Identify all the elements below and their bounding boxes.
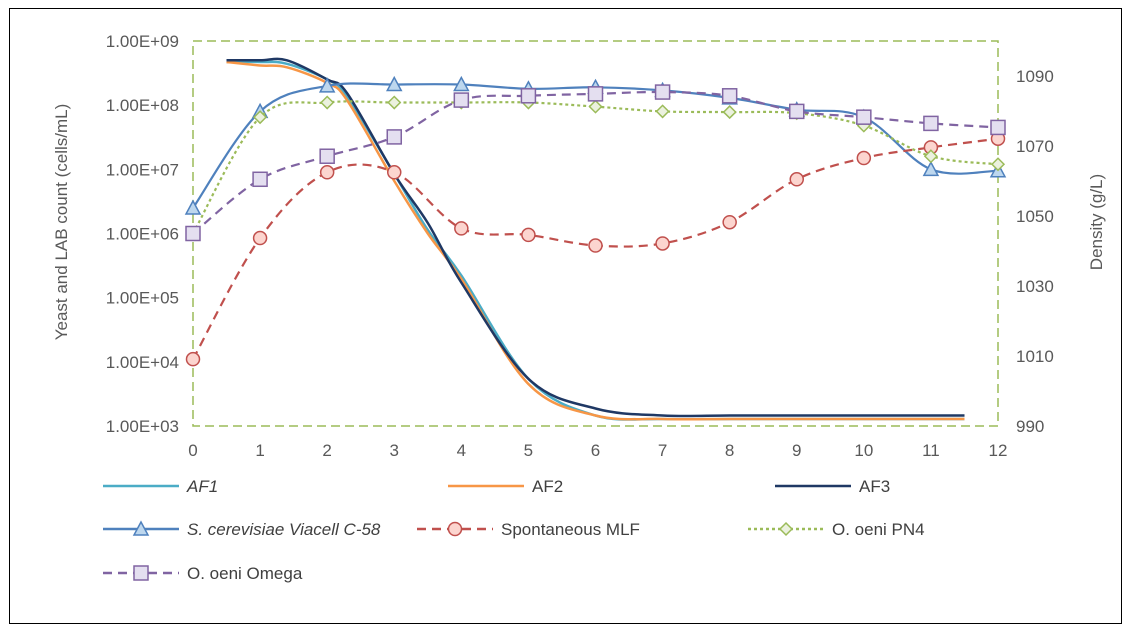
y2-tick-label: 990 — [1016, 417, 1044, 436]
y-tick-label: 1.00E+04 — [106, 353, 179, 372]
data-point-s-cerevisiae-viacell-c-58 — [453, 75, 470, 92]
data-point-spontaneous-mlf — [387, 165, 402, 180]
series-o-oeni-omega — [185, 84, 1006, 242]
series-af3 — [226, 57, 965, 418]
data-point-spontaneous-mlf — [252, 230, 268, 246]
legend-item-af2: AF2 — [448, 477, 563, 496]
y2-tick-label: 1030 — [1016, 277, 1054, 296]
data-point-o-oeni-omega — [185, 225, 201, 242]
legend-label: AF1 — [186, 477, 218, 496]
data-point-spontaneous-mlf — [185, 351, 201, 367]
data-point-o-oeni-pn4 — [923, 149, 938, 164]
x-tick-label: 11 — [922, 441, 940, 460]
data-point-o-oeni-omega — [856, 109, 872, 125]
x-tick-label: 7 — [658, 441, 667, 460]
data-point-o-oeni-pn4 — [990, 157, 1006, 172]
data-point-o-oeni-omega — [386, 129, 402, 145]
legend-label: O. oeni PN4 — [832, 520, 925, 539]
data-point-o-oeni-omega — [789, 103, 805, 120]
legend-label: AF3 — [859, 477, 890, 496]
data-point-s-cerevisiae-viacell-c-58 — [922, 160, 940, 177]
series-line-o-oeni-pn4 — [192, 100, 999, 235]
legend-item-o-oeni-omega: O. oeni Omega — [103, 564, 303, 583]
x-tick-label: 10 — [854, 441, 873, 460]
data-point-o-oeni-omega — [587, 86, 604, 102]
legend-label: S. cerevisiae Viacell C-58 — [187, 520, 381, 539]
data-point-spontaneous-mlf — [655, 236, 670, 251]
legend-marker — [778, 521, 794, 537]
data-point-spontaneous-mlf — [789, 172, 804, 187]
y-tick-label: 1.00E+03 — [106, 417, 179, 436]
data-point-o-oeni-omega — [721, 88, 738, 104]
data-point-s-cerevisiae-viacell-c-58 — [318, 77, 336, 93]
y-tick-label: 1.00E+08 — [106, 96, 179, 115]
y2-tick-label: 1010 — [1016, 347, 1054, 366]
legend-marker — [133, 565, 149, 581]
legend-item-s-cerevisiae-viacell-c-58: S. cerevisiae Viacell C-58 — [103, 520, 381, 539]
data-point-o-oeni-pn4 — [253, 110, 268, 125]
x-tick-label: 8 — [725, 441, 734, 460]
x-tick-label: 6 — [591, 441, 600, 460]
legend-label: Spontaneous MLF — [501, 520, 640, 539]
x-tick-label: 1 — [255, 441, 264, 460]
data-point-o-oeni-pn4 — [320, 95, 335, 110]
y2-tick-label: 1090 — [1016, 67, 1054, 86]
data-point-spontaneous-mlf — [454, 221, 469, 236]
x-tick-label: 4 — [457, 441, 466, 460]
y-tick-label: 1.00E+06 — [106, 225, 179, 244]
chart-frame — [9, 8, 1122, 624]
y-tick-label: 1.00E+07 — [106, 160, 179, 179]
legend-item-af3: AF3 — [775, 477, 890, 496]
data-point-spontaneous-mlf — [856, 150, 872, 166]
data-point-o-oeni-omega — [453, 92, 470, 108]
x-tick-label: 2 — [322, 441, 331, 460]
legend-marker — [132, 520, 150, 536]
data-point-o-oeni-omega — [923, 115, 939, 132]
legend-item-spontaneous-mlf: Spontaneous MLF — [417, 520, 640, 539]
legend-item-o-oeni-pn4: O. oeni PN4 — [748, 520, 925, 539]
y2-axis-title: Density (g/L) — [1087, 174, 1106, 270]
data-point-o-oeni-omega — [654, 84, 671, 100]
data-point-o-oeni-omega — [319, 148, 335, 164]
data-point-o-oeni-pn4 — [588, 99, 603, 114]
y-tick-label: 1.00E+05 — [106, 289, 179, 308]
y2-tick-label: 1050 — [1016, 207, 1054, 226]
data-point-o-oeni-pn4 — [722, 105, 737, 120]
data-point-o-oeni-omega — [990, 119, 1006, 136]
series-line-af3 — [226, 57, 965, 418]
data-point-o-oeni-omega — [252, 171, 268, 188]
y-axis-title: Yeast and LAB count (cells/mL) — [52, 104, 71, 341]
legend-item-af1: AF1 — [103, 477, 218, 496]
y-tick-label: 1.00E+09 — [106, 32, 179, 51]
data-point-spontaneous-mlf — [521, 227, 536, 243]
data-point-s-cerevisiae-viacell-c-58 — [184, 199, 202, 215]
x-tick-label: 12 — [989, 441, 1008, 460]
legend-label: AF2 — [532, 477, 563, 496]
legend-marker — [447, 521, 463, 537]
data-point-o-oeni-omega — [520, 88, 537, 104]
x-tick-label: 3 — [390, 441, 399, 460]
data-point-spontaneous-mlf — [319, 165, 335, 180]
x-tick-label: 9 — [792, 441, 801, 460]
data-point-o-oeni-pn4 — [387, 95, 402, 110]
x-tick-label: 5 — [524, 441, 533, 460]
x-tick-label: 0 — [188, 441, 197, 460]
data-point-spontaneous-mlf — [588, 238, 603, 253]
data-point-o-oeni-pn4 — [655, 104, 670, 119]
data-point-s-cerevisiae-viacell-c-58 — [385, 75, 403, 92]
series-spontaneous-mlf — [185, 131, 1006, 367]
legend-label: O. oeni Omega — [187, 564, 303, 583]
y2-tick-label: 1070 — [1016, 137, 1054, 156]
data-point-spontaneous-mlf — [722, 214, 737, 230]
